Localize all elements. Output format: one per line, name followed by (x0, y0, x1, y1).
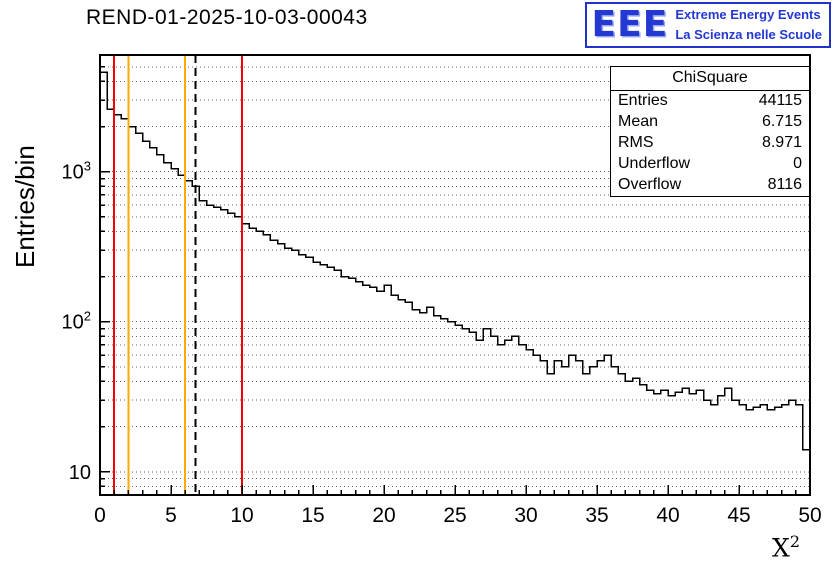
stats-row-mean: Mean 6.715 (611, 112, 809, 133)
stats-value: 6.715 (761, 113, 802, 130)
marker-lines (113, 55, 243, 495)
stats-row-underflow: Underflow 0 (611, 154, 809, 175)
stats-value: 8116 (767, 176, 802, 193)
logo-line-2: La Scienza nelle Scuole (675, 26, 822, 42)
x-axis-label-exponent: 2 (789, 532, 800, 551)
histogram-line (100, 71, 810, 451)
eee-logo-subtitle: Extreme Energy Events La Scienza nelle S… (675, 5, 822, 44)
stats-row-rms: RMS 8.971 (611, 133, 809, 154)
stats-label: Underflow (618, 155, 691, 172)
stats-label: RMS (618, 134, 654, 151)
svg-text:40: 40 (656, 504, 679, 527)
svg-text:30: 30 (514, 504, 537, 527)
eee-logo: EEE Extreme Energy Events La Scienza nel… (584, 2, 831, 48)
stats-box: ChiSquare Entries 44115 Mean 6.715 RMS 8… (610, 66, 810, 197)
stats-row-overflow: Overflow 8116 (611, 175, 809, 196)
stats-label: Mean (618, 113, 659, 130)
logo-line-1: Extreme Energy Events (675, 7, 821, 22)
svg-text:5: 5 (165, 504, 177, 527)
page-title: REND-01-2025-10-03-00043 (86, 6, 368, 29)
x-axis-label: X2 (772, 532, 800, 562)
x-tick-labels: 0 5 10 15 20 25 30 35 40 45 50 (94, 504, 822, 527)
svg-text:15: 15 (301, 504, 324, 527)
stats-label: Overflow (618, 176, 682, 193)
stats-value: 8.971 (761, 134, 802, 151)
stats-header: ChiSquare (611, 67, 809, 91)
y-tick-labels: 10 102 103 (62, 159, 91, 484)
x-axis-label-base: X (772, 533, 790, 563)
stats-value: 0 (793, 155, 802, 172)
svg-text:10: 10 (69, 462, 91, 484)
svg-text:45: 45 (727, 504, 750, 527)
svg-text:25: 25 (443, 504, 466, 527)
y-axis-label: Entries/bin (10, 145, 40, 268)
svg-text:50: 50 (798, 504, 821, 527)
stats-row-entries: Entries 44115 (611, 91, 809, 112)
axis-ticks (99, 66, 811, 495)
svg-text:35: 35 (585, 504, 608, 527)
stats-value: 44115 (758, 92, 802, 109)
stats-label: Entries (618, 92, 668, 109)
svg-text:10: 10 (230, 504, 253, 527)
svg-text:102: 102 (62, 309, 91, 334)
svg-text:0: 0 (94, 504, 106, 527)
eee-logo-text: EEE (591, 3, 669, 45)
svg-text:20: 20 (372, 504, 395, 527)
svg-text:103: 103 (62, 159, 91, 184)
